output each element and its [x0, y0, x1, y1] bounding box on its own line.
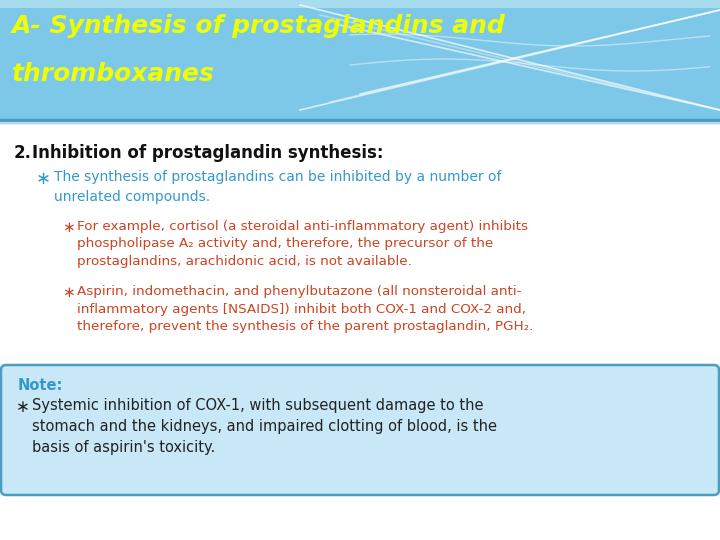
- FancyBboxPatch shape: [0, 0, 720, 120]
- Text: For example, cortisol (a steroidal anti-inflammatory agent) inhibits
phospholipa: For example, cortisol (a steroidal anti-…: [77, 220, 528, 268]
- Text: ∗: ∗: [16, 398, 30, 416]
- Text: Aspirin, indomethacin, and phenylbutazone (all nonsteroidal anti-
inflammatory a: Aspirin, indomethacin, and phenylbutazon…: [77, 285, 534, 333]
- Text: ∗: ∗: [62, 220, 75, 235]
- Text: thromboxanes: thromboxanes: [12, 62, 215, 86]
- Text: Inhibition of prostaglandin synthesis:: Inhibition of prostaglandin synthesis:: [32, 144, 384, 162]
- Text: The synthesis of prostaglandins can be inhibited by a number of
unrelated compou: The synthesis of prostaglandins can be i…: [54, 170, 502, 204]
- FancyBboxPatch shape: [0, 0, 720, 8]
- Text: ∗: ∗: [62, 285, 75, 300]
- FancyBboxPatch shape: [1, 365, 719, 495]
- Text: ∗: ∗: [36, 170, 51, 188]
- Text: 2.: 2.: [14, 144, 32, 162]
- Text: Systemic inhibition of COX-1, with subsequent damage to the
stomach and the kidn: Systemic inhibition of COX-1, with subse…: [32, 398, 497, 455]
- Text: A- Synthesis of prostaglandins and: A- Synthesis of prostaglandins and: [12, 14, 505, 38]
- Text: Note:: Note:: [18, 378, 63, 393]
